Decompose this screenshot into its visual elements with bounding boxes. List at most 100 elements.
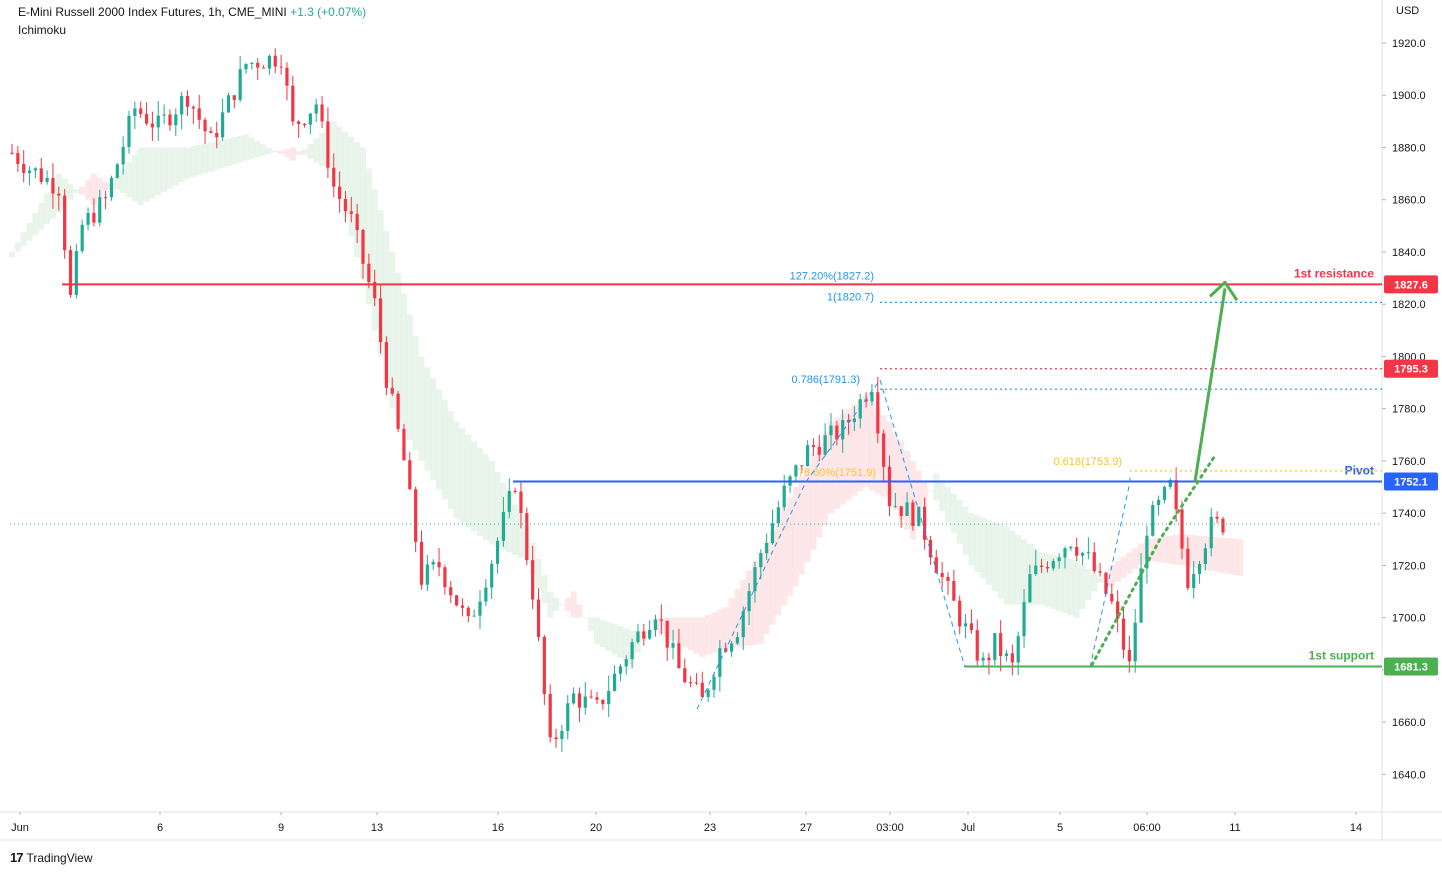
candle-body <box>279 66 283 68</box>
candle-body <box>1151 505 1155 536</box>
candle-body <box>150 123 154 128</box>
ichimoku-cloud-segment <box>781 508 788 606</box>
candle-body <box>443 567 447 588</box>
candle-body <box>256 62 260 68</box>
candle-body <box>917 506 921 527</box>
ichimoku-cloud-segment <box>1021 539 1028 605</box>
candle-body <box>718 648 722 677</box>
candle-body <box>525 513 529 561</box>
ichimoku-cloud-segment <box>272 150 279 153</box>
candle-body <box>846 420 851 423</box>
symbol-title[interactable]: E-Mini Russell 2000 Index Futures, 1h, C… <box>18 5 287 19</box>
candle-body <box>548 693 552 738</box>
candle-body <box>27 170 32 174</box>
candle-body <box>1069 546 1073 549</box>
candle-body <box>928 539 933 558</box>
ichimoku-cloud-segment <box>447 410 454 509</box>
ichimoku-cloud-segment <box>617 626 624 658</box>
x-tick-label: 23 <box>704 822 716 834</box>
candle-body <box>57 193 61 196</box>
level-name-label: Pivot <box>1345 464 1374 478</box>
x-tick-label: 6 <box>157 822 163 834</box>
candle-body <box>174 114 178 126</box>
ichimoku-cloud-segment <box>839 413 846 505</box>
candle-body <box>806 445 810 467</box>
ichimoku-cloud-segment <box>611 624 618 655</box>
fib-swing-dashed-line <box>696 378 966 710</box>
ichimoku-cloud-segment <box>553 598 560 612</box>
currency-label[interactable]: USD <box>1396 5 1420 17</box>
candle-body <box>33 168 37 171</box>
indicator-name[interactable]: Ichimoku <box>18 23 67 37</box>
candle-body <box>261 67 266 69</box>
ichimoku-cloud-segment <box>980 517 987 579</box>
ichimoku-cloud-segment <box>991 521 998 592</box>
ichimoku-cloud-segment <box>605 621 612 651</box>
candle-body <box>10 152 14 154</box>
candle-body <box>425 564 429 585</box>
candle-body <box>823 435 827 455</box>
ichimoku-cloud-segment <box>137 147 144 205</box>
candle-body <box>782 485 786 508</box>
ichimoku-cloud-segment <box>851 404 858 496</box>
ichimoku-cloud-segment <box>477 447 483 536</box>
ichimoku-cloud-segment <box>301 149 308 155</box>
projection-arrow-shaft <box>1193 288 1227 482</box>
fib-swing-dashed-line <box>1089 476 1131 668</box>
candle-body <box>542 636 546 694</box>
candle-body <box>314 104 318 114</box>
candle-body <box>226 95 231 113</box>
candle-body <box>1180 509 1184 549</box>
candle-body <box>414 489 418 542</box>
candle-body <box>197 108 201 120</box>
candle-body <box>589 696 593 698</box>
candle-body <box>601 699 605 705</box>
candle-body <box>244 64 248 70</box>
y-tick-label: 1720.0 <box>1392 560 1426 572</box>
x-tick-label: Jul <box>961 822 975 834</box>
candle-body <box>490 563 494 588</box>
tradingview-logo[interactable]: 17 TradingView <box>10 850 93 865</box>
ichimoku-cloud-segment <box>769 530 776 625</box>
ichimoku-cloud-segment <box>20 232 27 247</box>
ichimoku-cloud-segment <box>939 480 946 511</box>
candle-body <box>1127 649 1131 662</box>
ichimoku-cloud-segment <box>1091 573 1098 592</box>
ichimoku-cloud-segment <box>1003 526 1010 605</box>
ichimoku-cloud-segment <box>44 193 51 224</box>
candle-body <box>384 342 388 388</box>
ichimoku-cloud-segment <box>1044 553 1051 607</box>
y-tick-label: 1840.0 <box>1392 247 1426 259</box>
candle-body <box>829 425 833 436</box>
candle-body <box>326 121 330 168</box>
fib-label: 1(1820.7) <box>827 291 874 303</box>
ichimoku-cloud-segment <box>816 443 823 538</box>
ichimoku-cloud-segment <box>751 561 758 645</box>
level-name-label: 1st support <box>1309 648 1374 662</box>
ichimoku-cloud-segment <box>330 121 337 174</box>
ichimoku-cloud-segment <box>213 140 220 170</box>
candle-body <box>1051 561 1055 569</box>
candle-body <box>338 186 342 199</box>
x-tick-label: 13 <box>371 822 383 834</box>
candle-body <box>45 177 49 182</box>
candle-body <box>800 465 804 467</box>
ichimoku-cloud-segment <box>225 138 232 167</box>
ichimoku-cloud-segment <box>149 147 156 199</box>
ichimoku-cloud-segment <box>927 490 934 492</box>
ichimoku-cloud-segment <box>1214 537 1221 572</box>
candle-body <box>361 229 365 264</box>
candle-body <box>1086 552 1090 554</box>
candle-body <box>250 62 254 65</box>
candle-body <box>221 112 225 138</box>
y-tick-label: 1820.0 <box>1392 299 1426 311</box>
ichimoku-cloud-segment <box>383 231 390 383</box>
ichimoku-cloud-segment <box>453 421 460 519</box>
ichimoku-cloud-segment <box>412 335 419 451</box>
ichimoku-cloud-segment <box>79 186 86 195</box>
ichimoku-cloud-segment <box>307 143 314 159</box>
ichimoku-cloud-segment <box>67 184 74 200</box>
candle-body <box>648 629 652 639</box>
